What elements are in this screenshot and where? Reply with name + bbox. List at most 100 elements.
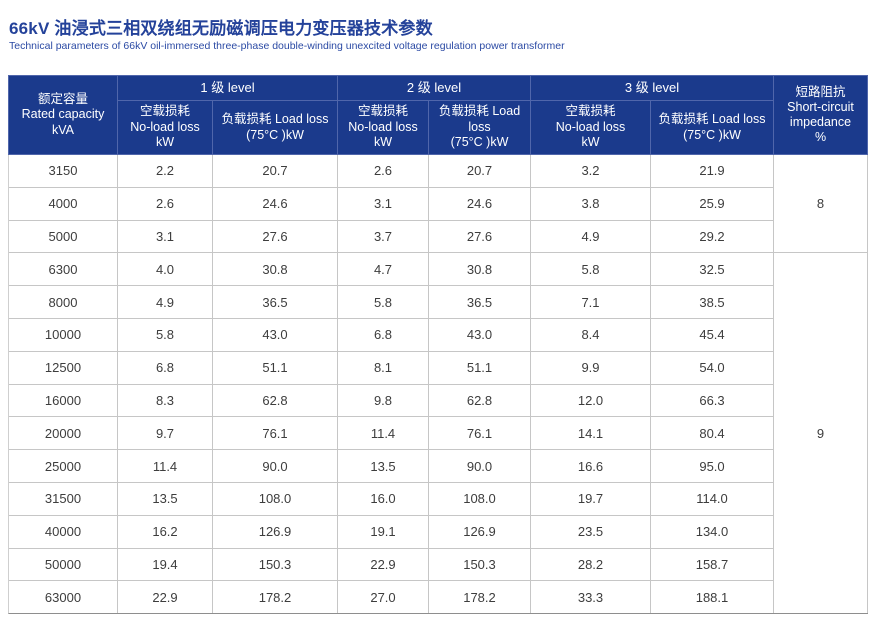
value-cell: 27.6 <box>213 220 337 253</box>
capacity-cell: 3150 <box>9 155 117 187</box>
header-group-level2: 2 级 level <box>338 76 530 100</box>
value-cell: 51.1 <box>429 351 530 384</box>
value-cell: 6.8 <box>338 318 428 351</box>
capacity-cell: 6300 <box>9 253 117 286</box>
header-group-level3-label: 3 级 level <box>624 80 680 96</box>
value-cell: 3.2 <box>531 155 650 187</box>
header-short-circuit-impedance-label: 短路阻抗 Short-circuit impedance% <box>787 85 854 144</box>
value-cell: 16.6 <box>531 450 650 482</box>
value-cell: 7.1 <box>531 286 650 318</box>
value-cell: 22.9 <box>338 548 428 581</box>
value-cell: 36.5 <box>213 286 337 318</box>
value-cell: 24.6 <box>213 187 337 220</box>
value-cell: 4.0 <box>118 253 212 286</box>
value-cell: 14.1 <box>531 417 650 450</box>
value-cell: 178.2 <box>429 581 530 614</box>
value-cell: 43.0 <box>429 318 530 351</box>
value-cell: 30.8 <box>213 253 337 286</box>
value-cell: 4.7 <box>338 253 428 286</box>
value-cell: 36.5 <box>429 286 530 318</box>
header-group-level2-label: 2 级 level <box>406 80 462 96</box>
capacity-cell: 16000 <box>9 384 117 417</box>
value-cell: 3.1 <box>118 220 212 253</box>
value-cell: 2.2 <box>118 155 212 187</box>
value-cell: 9.7 <box>118 417 212 450</box>
value-cell: 80.4 <box>651 417 773 450</box>
header-level3-load-loss: 负载损耗 Load loss (75°C )kW <box>651 101 773 154</box>
value-cell: 76.1 <box>213 417 337 450</box>
value-cell: 150.3 <box>213 548 337 581</box>
impedance-cell: 9 <box>774 253 867 614</box>
value-cell: 5.8 <box>338 286 428 318</box>
value-cell: 2.6 <box>118 187 212 220</box>
capacity-cell: 20000 <box>9 417 117 450</box>
value-cell: 62.8 <box>213 384 337 417</box>
table-header: 额定容量 Rated capacity kVA 1 级 level 2 级 leve… <box>8 75 868 155</box>
value-cell: 2.6 <box>338 155 428 187</box>
value-cell: 24.6 <box>429 187 530 220</box>
capacity-cell: 25000 <box>9 450 117 482</box>
value-cell: 51.1 <box>213 351 337 384</box>
header-group-level1-label: 1 级 level <box>200 80 255 96</box>
value-cell: 4.9 <box>531 220 650 253</box>
value-cell: 13.5 <box>338 450 428 482</box>
value-cell: 5.8 <box>531 253 650 286</box>
value-cell: 22.9 <box>118 581 212 614</box>
value-cell: 188.1 <box>651 581 773 614</box>
value-cell: 27.0 <box>338 581 428 614</box>
page-subtitle: Technical parameters of 66kV oil-immerse… <box>9 40 565 52</box>
value-cell: 28.2 <box>531 548 650 581</box>
value-cell: 66.3 <box>651 384 773 417</box>
value-cell: 8.1 <box>338 351 428 384</box>
value-cell: 4.9 <box>118 286 212 318</box>
value-cell: 9.9 <box>531 351 650 384</box>
value-cell: 126.9 <box>429 515 530 548</box>
header-short-circuit-impedance: 短路阻抗 Short-circuit impedance% <box>774 76 867 154</box>
header-level3-load-loss-label: 负载损耗 Load loss (75°C )kW <box>658 112 766 142</box>
value-cell: 38.5 <box>651 286 773 318</box>
value-cell: 16.2 <box>118 515 212 548</box>
table-body: 8 9 3150 2.2 20.7 2.6 20.7 3.2 21.9 4000 2.6 24.6 3.… <box>8 155 868 615</box>
value-cell: 20.7 <box>213 155 337 187</box>
impedance-cell: 8 <box>774 155 867 253</box>
value-cell: 25.9 <box>651 187 773 220</box>
value-cell: 20.7 <box>429 155 530 187</box>
value-cell: 8.4 <box>531 318 650 351</box>
capacity-cell: 4000 <box>9 187 117 220</box>
value-cell: 108.0 <box>213 482 337 515</box>
value-cell: 90.0 <box>429 450 530 482</box>
value-cell: 21.9 <box>651 155 773 187</box>
value-cell: 29.2 <box>651 220 773 253</box>
header-level1-no-load-loss: 空载损耗 No-load loss kW <box>118 101 212 154</box>
header-level2-load-loss: 负载损耗 Load loss (75°C )kW <box>429 101 530 154</box>
header-level1-no-load-loss-label: 空载损耗 No-load loss kW <box>130 104 200 150</box>
value-cell: 54.0 <box>651 351 773 384</box>
capacity-cell: 40000 <box>9 515 117 548</box>
header-group-level1: 1 级 level <box>118 76 337 100</box>
value-cell: 90.0 <box>213 450 337 482</box>
value-cell: 3.7 <box>338 220 428 253</box>
value-cell: 108.0 <box>429 482 530 515</box>
value-cell: 150.3 <box>429 548 530 581</box>
value-cell: 19.4 <box>118 548 212 581</box>
value-cell: 3.8 <box>531 187 650 220</box>
value-cell: 13.5 <box>118 482 212 515</box>
value-cell: 11.4 <box>338 417 428 450</box>
capacity-cell: 31500 <box>9 482 117 515</box>
value-cell: 62.8 <box>429 384 530 417</box>
header-level1-load-loss: 负载损耗 Load loss (75°C )kW <box>213 101 337 154</box>
value-cell: 76.1 <box>429 417 530 450</box>
value-cell: 27.6 <box>429 220 530 253</box>
header-level3-no-load-loss-label: 空载损耗 No-load loss kW <box>555 104 626 150</box>
value-cell: 12.0 <box>531 384 650 417</box>
header-rated-capacity: 额定容量 Rated capacity kVA <box>9 76 117 154</box>
value-cell: 95.0 <box>651 450 773 482</box>
value-cell: 114.0 <box>651 482 773 515</box>
value-cell: 3.1 <box>338 187 428 220</box>
header-level3-no-load-loss: 空载损耗 No-load loss kW <box>531 101 650 154</box>
value-cell: 6.8 <box>118 351 212 384</box>
header-level2-load-loss-label: 负载损耗 Load loss (75°C )kW <box>438 104 521 150</box>
value-cell: 30.8 <box>429 253 530 286</box>
header-level2-no-load-loss-label: 空载损耗 No-load loss kW <box>348 104 418 150</box>
header-level1-load-loss-label: 负载损耗 Load loss (75°C )kW <box>221 112 329 142</box>
